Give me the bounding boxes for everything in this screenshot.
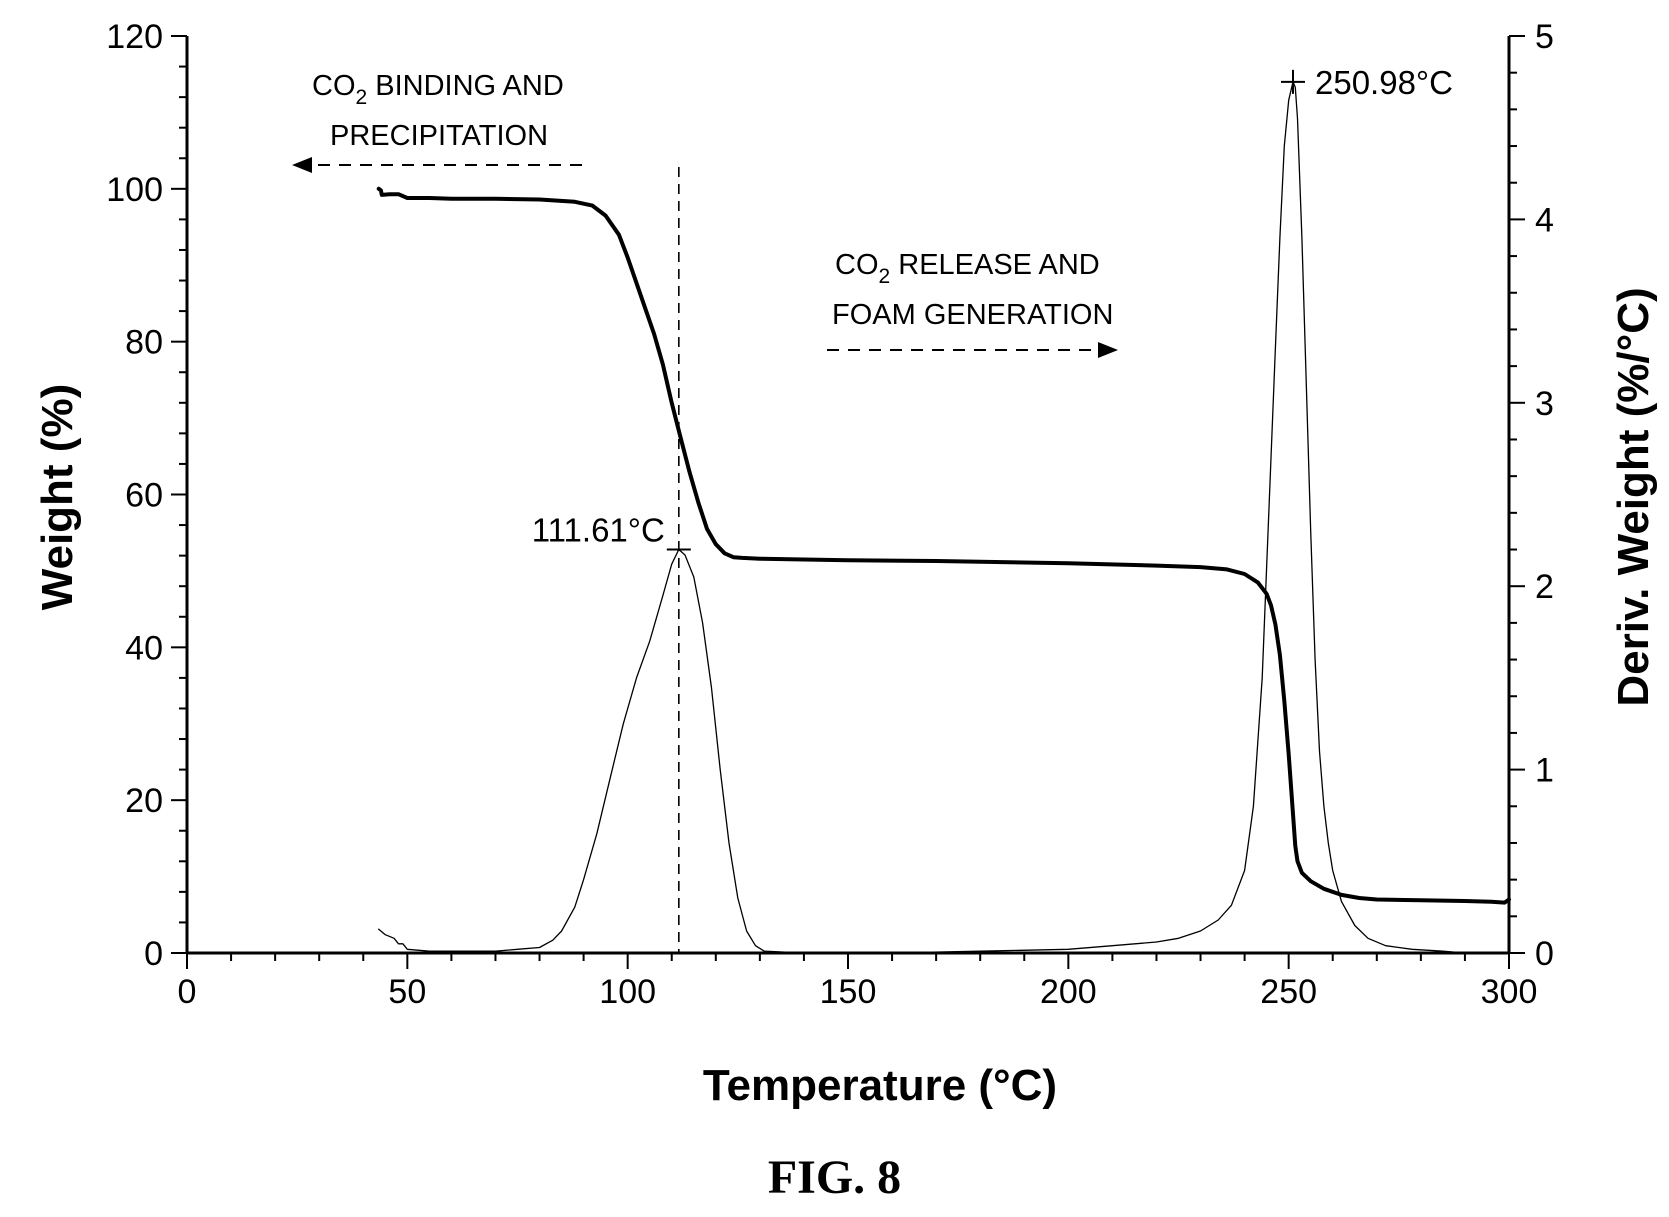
x-tick-label: 50 — [388, 973, 426, 1011]
left-arrow-icon — [292, 157, 312, 173]
peak-label: 111.61°C — [532, 512, 665, 549]
series-layer: 111.61°C 250.98°C — [376, 64, 1511, 954]
y2-tick-label: 5 — [1535, 18, 1554, 56]
x-tick-label: 0 — [178, 973, 197, 1011]
y2-tick-label: 3 — [1535, 385, 1554, 423]
annotation-layer: CO2 BINDING AND PRECIPITATION CO2 RELEAS… — [292, 70, 1118, 358]
y-tick-label: 100 — [106, 171, 163, 209]
y-tick-label: 60 — [125, 477, 163, 515]
x-tick-label: 300 — [1481, 973, 1538, 1011]
y2-tick-label: 4 — [1535, 201, 1554, 239]
x-tick-label: 150 — [820, 973, 877, 1011]
weight-line — [376, 186, 1511, 905]
x-axis-title: Temperature (°C) — [703, 1061, 1057, 1110]
annotation-release-line2: FOAM GENERATION — [832, 299, 1113, 331]
y-tick-label: 40 — [125, 629, 163, 667]
y2-tick-label: 2 — [1535, 568, 1554, 606]
y2-tick-label: 1 — [1535, 752, 1554, 790]
figure-caption: FIG. 8 — [767, 1151, 902, 1204]
y-tick-label: 0 — [144, 935, 163, 973]
x-tick-label: 100 — [599, 973, 656, 1011]
annotation-release-line1: CO2 RELEASE AND — [835, 249, 1100, 288]
y2-axis-title: Deriv. Weight (%/°C) — [1609, 287, 1658, 706]
annotation-binding-line2: PRECIPITATION — [330, 120, 548, 152]
x-tick-label: 250 — [1260, 973, 1317, 1011]
x-tick-label: 200 — [1040, 973, 1097, 1011]
y-tick-label: 80 — [125, 324, 163, 362]
y-tick-label: 20 — [125, 782, 163, 820]
y2-tick-label: 0 — [1535, 935, 1554, 973]
peak-label: 250.98°C — [1315, 64, 1453, 101]
deriv-weight-line — [378, 81, 1510, 954]
y-axis-title: Weight (%) — [33, 384, 82, 611]
right-arrow-icon — [1098, 342, 1118, 358]
annotation-binding-line1: CO2 BINDING AND — [312, 70, 564, 109]
y-tick-label: 120 — [106, 18, 163, 56]
